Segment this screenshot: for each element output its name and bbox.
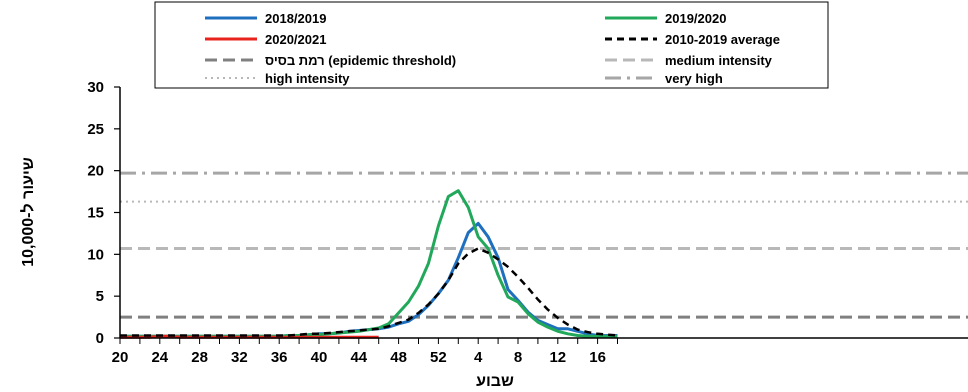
y-axis-title: שיעור ל-10,000 [19,157,37,267]
legend-label: 2018/2019 [265,11,326,26]
y-tick-label: 10 [87,246,104,263]
y-tick-label: 25 [87,121,104,138]
x-tick-label: 4 [474,349,483,366]
y-tick-label: 15 [87,205,104,222]
x-tick-label: 44 [350,349,367,366]
legend-label: medium intensity [665,53,773,68]
legend-label: very high [665,71,723,86]
legend-label: 2010-2019 average [665,32,780,47]
legend-box [154,1,829,89]
x-tick-label: 8 [514,349,522,366]
y-tick-label: 20 [87,163,104,180]
x-tick-label: 24 [151,349,168,366]
x-tick-label: 40 [311,349,328,366]
x-tick-label: 36 [271,349,288,366]
series-lines [120,189,618,339]
series-line [120,221,618,338]
legend-label: 2019/2020 [665,11,726,26]
legend-label: רמת בסיס (epidemic threshold) [265,53,456,68]
x-tick-label: 16 [589,349,606,366]
x-tick-label: 20 [112,349,129,366]
x-tick-label: 28 [191,349,208,366]
y-tick-label: 5 [96,288,104,305]
threshold-lines [120,171,968,319]
x-tick-label: 48 [390,349,407,366]
y-tick-label: 0 [96,330,104,347]
x-tick-label: 52 [430,349,447,366]
x-axis-title: שבוע [476,373,514,390]
series-line [120,334,379,339]
y-ticks: 0 5 10 15 20 25 30 [87,79,120,347]
legend-label: high intensity [265,71,350,86]
y-tick-label: 30 [87,79,104,96]
legend: 2018/2019 2019/2020 2020/2021 2010-2019 ave… [205,11,780,86]
series-line [120,189,618,338]
x-tick-label: 12 [549,349,566,366]
legend-label: 2020/2021 [265,32,326,47]
x-ticks: 20 24 28 32 36 40 44 48 52 4 8 12 16 [112,338,618,366]
x-tick-label: 32 [231,349,248,366]
